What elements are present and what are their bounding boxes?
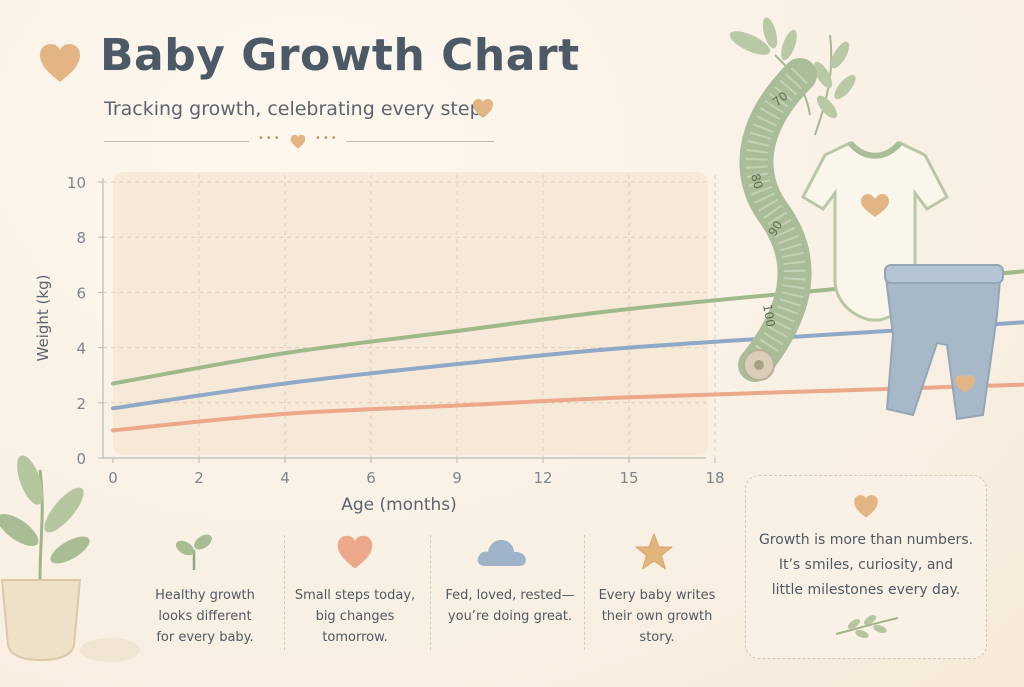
page-title: Baby Growth Chart [100, 30, 580, 81]
potted-plant-icon [0, 455, 140, 662]
tip-text: Small steps today, big changes tomorrow. [294, 588, 416, 645]
tape-mark: 90 [765, 218, 785, 238]
heart-icon [854, 495, 878, 518]
measuring-tape-icon: 70 80 90 100 [738, 58, 817, 382]
x-tick-label: 12 [533, 469, 552, 487]
tape-mark: 100 [760, 303, 778, 328]
y-tick-label: 2 [76, 395, 86, 413]
x-tick-label: 18 [705, 469, 724, 487]
series-line-75th [111, 269, 1024, 386]
y-tick-label: 8 [76, 229, 86, 247]
y-tick-label: 6 [76, 284, 86, 302]
heart-icon [290, 134, 306, 149]
series-line-25th [111, 382, 1024, 433]
heart-icon [337, 535, 373, 569]
x-tick-label: 0 [108, 469, 118, 487]
y-tick-label: 0 [76, 450, 86, 468]
heart-icon [40, 44, 80, 82]
x-tick-label: 9 [452, 469, 462, 487]
divider-left [104, 141, 249, 142]
divider-right [346, 141, 494, 142]
encouragement-card: Growth is more than numbers. It’s smiles… [745, 475, 987, 659]
divider-dots: ••• [315, 133, 339, 144]
cloud-icon [477, 539, 526, 566]
tip-separator [430, 535, 431, 650]
x-tick-label: 4 [280, 469, 290, 487]
y-axis-label: Weight (kg) [34, 275, 52, 362]
star-icon [635, 533, 673, 570]
card-text: Growth is more than numbers. It’s smiles… [758, 532, 974, 598]
tip-separator [584, 535, 585, 650]
baby-clothes-illustration: 70 80 90 100 [729, 17, 1004, 421]
tip-text: Fed, loved, rested— you’re doing great. [445, 588, 575, 624]
tape-mark: 80 [748, 172, 765, 190]
y-tick-label: 4 [76, 340, 86, 358]
y-tick-label: 10 [67, 174, 86, 192]
y-tick-labels: 0 2 4 6 8 10 [67, 174, 103, 468]
x-tick-labels: 0 2 4 6 9 12 15 18 [108, 458, 725, 487]
tip-separator [284, 535, 285, 650]
x-tick-label: 6 [366, 469, 376, 487]
tip-text: Every baby writes their own growth story… [598, 588, 716, 645]
x-tick-label: 15 [619, 469, 638, 487]
divider-dots: ••• [258, 133, 282, 144]
plot-area [113, 172, 708, 455]
page-subtitle: Tracking growth, celebrating every step [104, 98, 482, 120]
leaf-sprig-icon [729, 17, 856, 136]
x-axis-label: Age (months) [341, 495, 457, 515]
leaf-sprig-icon [835, 615, 899, 638]
baby-pants-icon [883, 264, 1004, 421]
sprout-icon [176, 534, 212, 570]
heart-icon [473, 99, 493, 118]
tip-text: Healthy growth looks different for every… [155, 588, 255, 645]
x-tick-label: 2 [194, 469, 204, 487]
